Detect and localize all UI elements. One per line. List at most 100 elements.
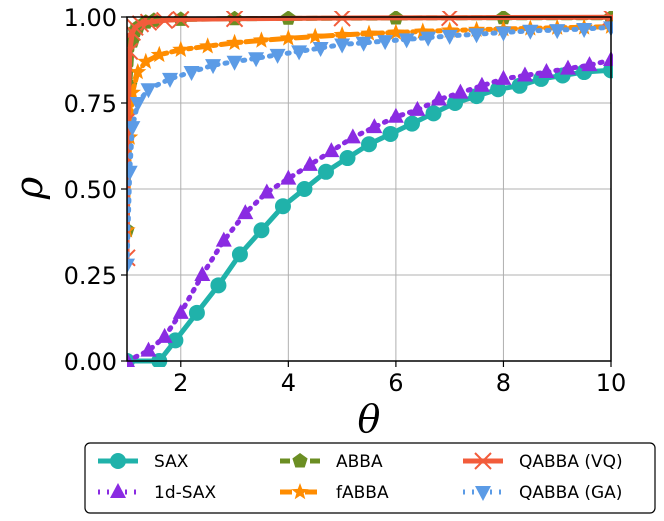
legend-label-sax: SAX: [154, 452, 189, 472]
data-point-fabba: [172, 40, 190, 57]
data-point-qabba-ga: [355, 36, 372, 52]
data-point-1d-sax: [387, 107, 404, 123]
data-point-1d-sax: [538, 63, 555, 79]
data-point-qabba-ga: [468, 28, 485, 44]
data-point-qabba-ga: [398, 33, 415, 49]
data-point-sax: [231, 246, 248, 263]
legend-label-qabba-ga: QABBA (GA): [519, 483, 622, 503]
data-point-qabba-ga: [127, 121, 141, 137]
data-point-fabba: [279, 29, 297, 46]
data-point-sax: [404, 115, 421, 132]
data-point-1d-sax: [581, 56, 598, 72]
data-point-sax: [361, 136, 377, 153]
data-point-qabba-ga: [127, 165, 138, 181]
data-point-1d-sax: [215, 231, 232, 247]
data-point-qabba-ga: [549, 24, 566, 40]
data-point-1d-sax: [140, 341, 157, 357]
data-point-sax: [210, 277, 227, 294]
series-fabba: [127, 17, 613, 238]
y-axis: 0.00 0.25 0.50 0.75 1.00: [64, 4, 127, 376]
data-point-1d-sax: [430, 90, 447, 106]
data-point-fabba: [414, 22, 432, 39]
legend-label-abba: ABBA: [336, 452, 383, 472]
data-point-1d-sax: [516, 66, 533, 82]
legend-label-1d-sax: 1d-SAX: [154, 483, 216, 503]
data-point-qabba-ga: [377, 35, 394, 51]
data-point-qabba-ga: [522, 24, 539, 40]
data-point-qabba-vq: [333, 11, 351, 27]
data-point-qabba-ga: [269, 48, 286, 64]
data-point-sax: [339, 150, 356, 167]
data-point-sax: [382, 125, 399, 142]
data-point-qabba-ga: [495, 26, 512, 42]
data-point-fabba: [252, 31, 270, 48]
legend-marker-abba: [292, 453, 308, 468]
legend-marker-fabba: [291, 483, 309, 500]
data-point-1d-sax: [559, 59, 576, 75]
data-point-1d-sax: [452, 83, 469, 99]
data-point-sax: [274, 198, 291, 215]
data-point-qabba-ga: [441, 29, 458, 45]
data-point-qabba-ga: [162, 72, 179, 88]
data-point-qabba-ga: [183, 66, 200, 82]
plot-area: [127, 11, 613, 367]
data-point-fabba: [333, 25, 351, 43]
data-point-1d-sax: [127, 352, 135, 367]
y-tick-label: 0.00: [64, 348, 117, 376]
data-point-qabba-ga: [127, 258, 135, 274]
data-point-sax: [317, 163, 334, 180]
data-point-fabba: [150, 45, 168, 63]
data-point-fabba: [199, 37, 217, 54]
data-point-qabba-ga: [334, 38, 351, 54]
data-point-sax: [167, 332, 184, 349]
data-point-1d-sax: [301, 155, 318, 171]
data-point-qabba-vq: [155, 11, 174, 30]
x-tick-label: 6: [388, 369, 403, 397]
data-point-sax: [490, 81, 507, 98]
legend-marker-sax: [110, 453, 126, 469]
data-point-1d-sax: [344, 128, 361, 144]
series-qabba-ga: [127, 21, 613, 274]
legend-marker-qabba-ga: [475, 486, 491, 501]
x-tick-label: 4: [281, 369, 296, 397]
data-point-qabba-ga: [129, 97, 146, 112]
data-point-qabba-ga: [226, 55, 243, 71]
data-point-fabba: [387, 23, 405, 40]
legend: SAX 1d-SAX ABBA fABBA QABBA (VQ) QABBA (GA): [84, 442, 656, 514]
data-point-qabba-vq: [127, 42, 139, 61]
x-tick-label: 2: [173, 369, 188, 397]
data-point-qabba-ga: [291, 45, 308, 61]
x-tick-label: 10: [596, 369, 627, 397]
y-tick-label: 0.25: [64, 262, 117, 290]
data-point-fabba: [441, 21, 459, 38]
data-point-sax: [296, 181, 313, 197]
data-point-qabba-ga: [205, 59, 222, 75]
data-point-sax: [511, 77, 528, 94]
data-point-qabba-vq: [225, 11, 244, 28]
data-point-qabba-vq: [172, 11, 190, 29]
data-point-1d-sax: [409, 100, 426, 116]
data-point-sax: [253, 222, 270, 239]
data-point-qabba-ga: [576, 23, 593, 39]
legend-label-fabba: fABBA: [336, 483, 389, 503]
data-point-1d-sax: [280, 169, 297, 185]
data-point-sax: [425, 105, 442, 122]
x-axis-label: θ: [358, 397, 381, 441]
data-point-1d-sax: [172, 303, 189, 319]
data-point-qabba-ga: [248, 52, 265, 68]
data-point-1d-sax: [156, 327, 173, 343]
data-point-sax: [447, 95, 464, 111]
data-point-sax: [468, 88, 485, 105]
data-point-1d-sax: [258, 183, 275, 199]
data-point-1d-sax: [323, 142, 340, 158]
data-point-fabba: [137, 52, 155, 69]
data-point-qabba-vq: [127, 18, 144, 37]
data-point-fabba: [226, 33, 244, 51]
data-point-1d-sax: [366, 118, 383, 134]
data-point-qabba-ga: [312, 41, 329, 57]
y-tick-label: 0.75: [64, 90, 117, 118]
series-sax: [127, 62, 613, 367]
data-point-fabba: [129, 63, 147, 80]
legend-label-qabba-vq: QABBA (VQ): [519, 452, 623, 472]
